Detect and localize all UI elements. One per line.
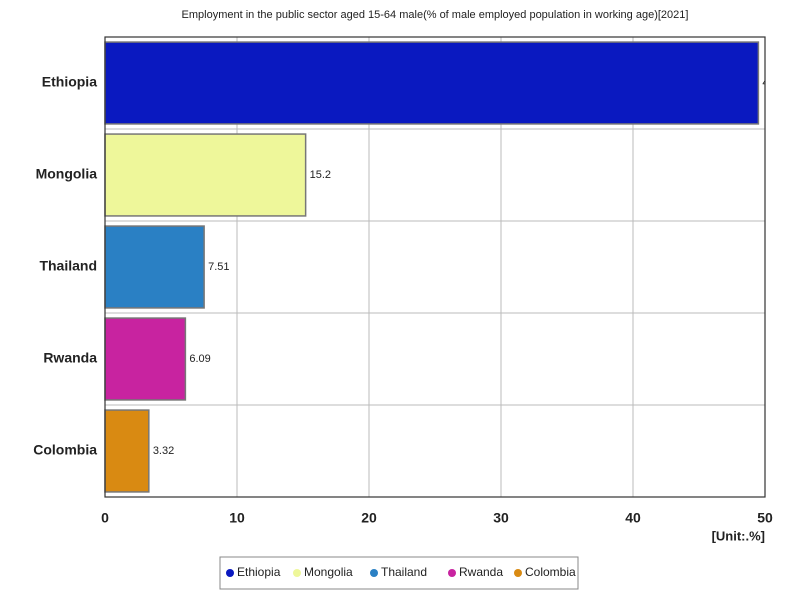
value-label: 7.51 xyxy=(208,261,229,273)
value-labels: 49.5 15.2 7.51 6.09 3.32 xyxy=(153,77,783,457)
legend-label: Mongolia xyxy=(304,565,353,579)
bar xyxy=(104,409,150,493)
legend-swatch xyxy=(448,569,456,577)
legend: Ethiopia Mongolia Thailand Rwanda Colombia xyxy=(226,565,576,579)
value-label: 6.09 xyxy=(189,353,210,365)
plot-border xyxy=(104,36,766,498)
value-label: 15.2 xyxy=(310,169,331,181)
chart-title: Employment in the public sector aged 15-… xyxy=(182,9,689,21)
legend-label: Thailand xyxy=(381,565,427,579)
y-tick-label: Thailand xyxy=(39,258,97,274)
y-tick-label: Mongolia xyxy=(36,166,98,182)
unit-label: [Unit:.%] xyxy=(712,528,765,543)
x-tick-label: 50 xyxy=(757,510,773,526)
y-tick-label: Rwanda xyxy=(43,350,97,366)
legend-swatch xyxy=(293,569,301,577)
legend-label: Ethiopia xyxy=(237,565,281,579)
x-tick-label: 40 xyxy=(625,510,641,526)
legend-swatch xyxy=(370,569,378,577)
x-tick-label: 30 xyxy=(493,510,509,526)
legend-label: Rwanda xyxy=(459,565,503,579)
bar xyxy=(104,41,760,125)
bar xyxy=(104,133,307,217)
legend-label: Colombia xyxy=(525,565,576,579)
value-label: 3.32 xyxy=(153,445,174,457)
x-tick-label: 20 xyxy=(361,510,377,526)
legend-swatch xyxy=(226,569,234,577)
x-tick-label: 0 xyxy=(101,510,109,526)
y-tick-label: Ethiopia xyxy=(42,74,97,90)
x-tick-label: 10 xyxy=(229,510,245,526)
legend-swatch xyxy=(514,569,522,577)
plot-area: 0 10 20 30 40 50 Ethiopia Mongolia Thailand Rwand… xyxy=(33,36,773,526)
bar xyxy=(104,225,205,309)
value-label: 49.5 xyxy=(762,77,783,89)
bar xyxy=(104,317,187,401)
y-tick-label: Colombia xyxy=(33,442,97,458)
